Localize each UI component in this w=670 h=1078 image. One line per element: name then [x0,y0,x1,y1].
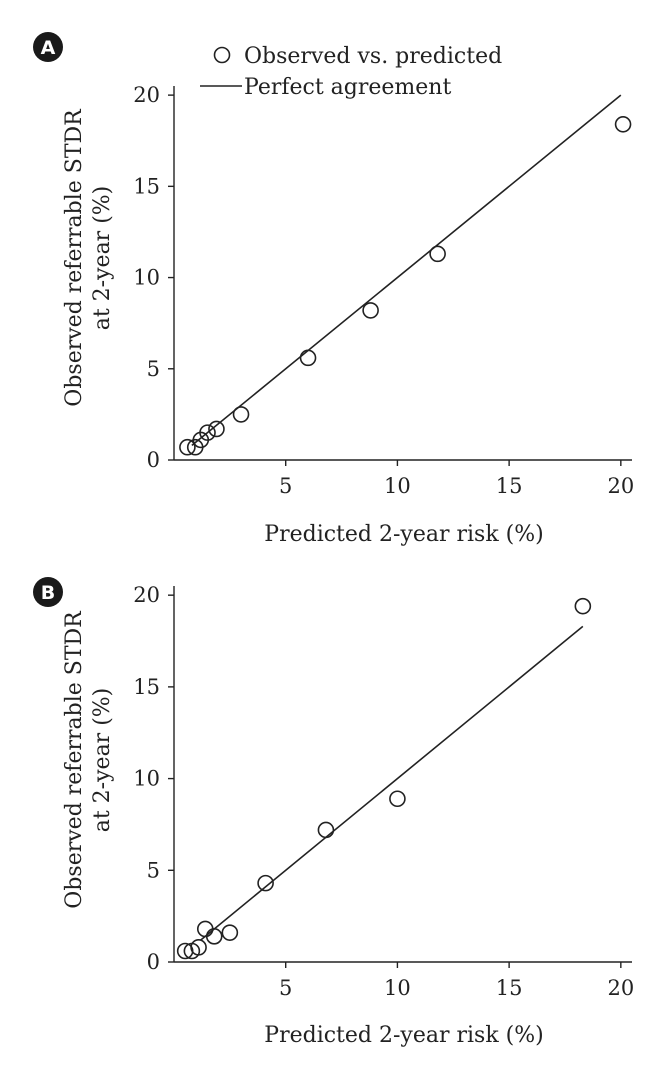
panel-b-y-tick-label: 5 [147,858,160,882]
panel-b-x-tick-label: 20 [607,976,634,1000]
panel-a-y-tick-label: 10 [133,266,160,290]
panel-a-plot: 0 5 10 15 20 5 10 15 20 [133,83,634,498]
panel-a-x-tick-label: 15 [496,474,523,498]
legend: Observed vs. predicted Perfect agreement [200,44,502,100]
panel-b-observed-point [190,939,207,956]
panel-a-y-axis-title-line-2: at 2-year (%) [90,186,115,331]
panel-b-y-tick-label: 15 [133,675,160,699]
legend-perfect-label: Perfect agreement [244,75,451,100]
panel-a-y-axis-title-line-1: Observed referrable STDR [62,108,87,407]
panel-a-badge-circle [33,32,63,62]
panel-a-x-tick-label: 20 [607,474,634,498]
panel-a: A Observed vs. predicted Perfect agreeme… [33,32,634,547]
panel-a-y-tick-label: 5 [147,357,160,381]
panel-b-x-tick-label: 15 [496,976,523,1000]
panel-a-observed-point [429,245,446,263]
panel-b-x-tick-label: 10 [384,976,411,1000]
panel-a-observed-point [299,349,317,367]
panel-a-x-tick-label: 5 [279,474,292,498]
panel-b-observed-point [389,790,406,808]
panel-a-observed-point [232,406,250,423]
panel-b-x-axis-title: Predicted 2-year risk (%) [264,1023,543,1048]
panel-b-observed-point [221,924,239,941]
panel-a-x-axis-title: Predicted 2-year risk (%) [264,522,543,547]
panel-b-badge-circle [33,577,63,607]
panel-b-perfect-agreement-line [200,625,584,941]
legend-observed-marker [213,46,231,64]
panel-b-badge: B [33,577,63,607]
panel-a-x-tick-label: 10 [384,474,411,498]
panel-a-observed-point [199,424,216,441]
panel-a-y-tick-label: 15 [133,174,160,198]
panel-a-observed-point [179,438,196,456]
panel-b: B 0 5 10 15 20 5 10 15 20 Predicted 2-year risk … [33,577,634,1048]
panel-a-observed-point [362,302,379,319]
panel-a-observed-point [208,420,225,438]
panel-a-label: A [41,37,56,59]
panel-b-y-axis-title-line-2: at 2-year (%) [90,688,115,833]
panel-a-badge: A [33,32,63,62]
panel-b-observed-point [205,928,223,945]
panel-b-observed-point [317,821,335,839]
legend-observed-label: Observed vs. predicted [244,44,502,69]
panel-b-y-tick-label: 20 [133,583,160,607]
panel-a-perfect-agreement-line [191,94,622,447]
panel-b-observed-point [574,597,592,615]
panel-b-y-tick-label: 0 [147,950,160,974]
panel-b-x-tick-label: 5 [279,976,292,1000]
panel-a-observed-point [614,116,632,133]
panel-a-y-tick-label: 0 [147,448,160,472]
panel-b-plot: 0 5 10 15 20 5 10 15 20 [133,583,634,1000]
panel-a-y-tick-label: 20 [133,83,160,107]
panel-b-label: B [41,582,55,604]
panel-b-y-axis-title-line-1: Observed referrable STDR [62,610,87,909]
panel-b-observed-point [257,874,274,892]
panel-b-y-tick-label: 10 [133,767,160,791]
